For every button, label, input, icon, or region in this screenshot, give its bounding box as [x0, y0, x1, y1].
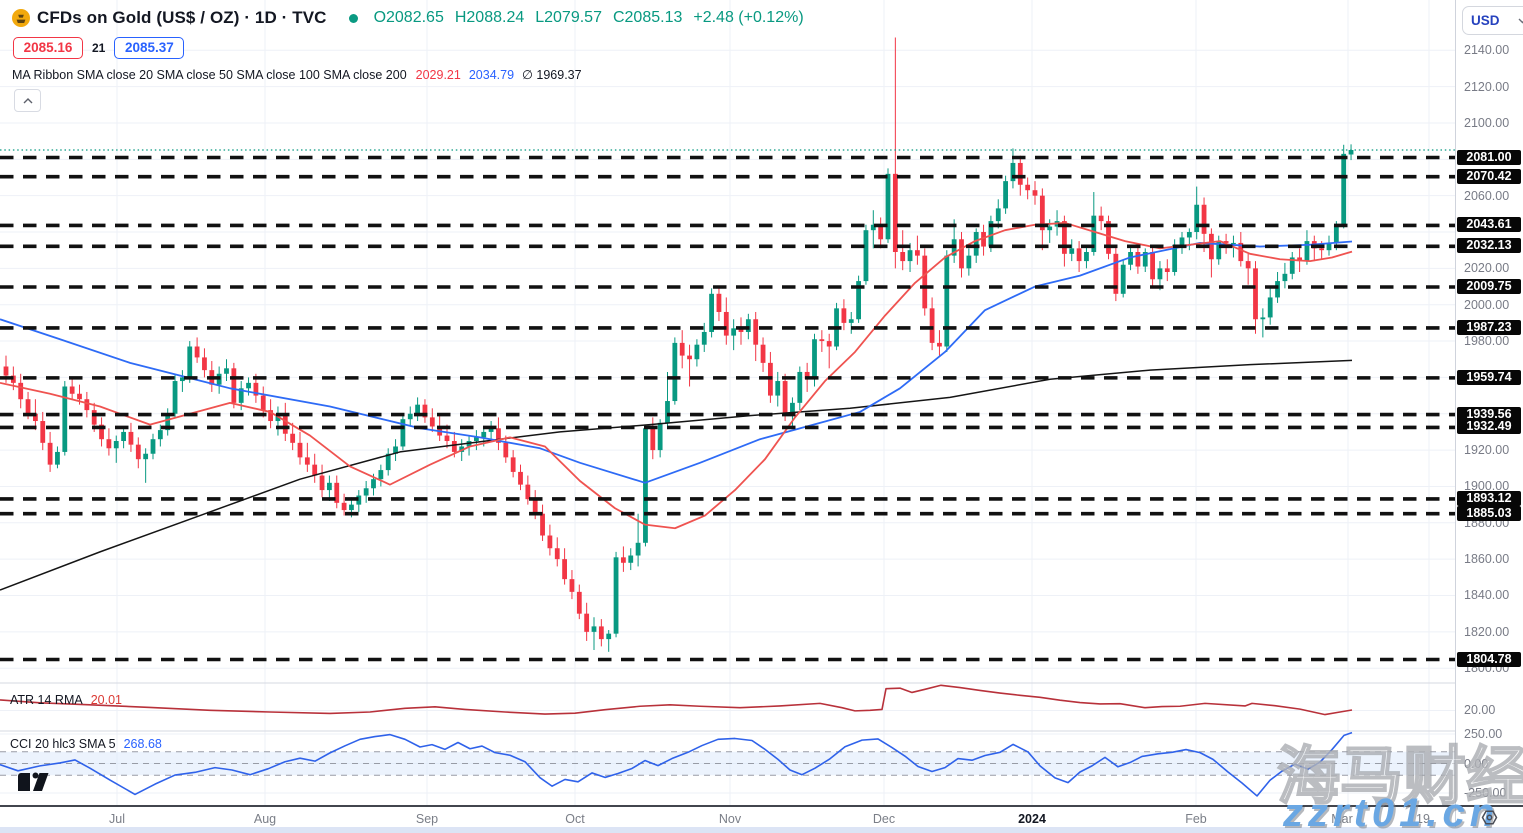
sma50-value: 2034.79 [468, 67, 515, 82]
time-axis[interactable]: Jul Aug Sep Oct Nov Dec 2024 Feb Mar 19 [0, 805, 1455, 829]
time-axis-label: Oct [565, 812, 585, 826]
price-tick-label: 2100.00 [1464, 115, 1510, 130]
open-value: O2082.65 [373, 9, 444, 26]
currency-dropdown[interactable]: USD [1462, 6, 1523, 35]
currency-value: USD [1471, 13, 1500, 28]
cci-tick-label: 0.00 [1464, 756, 1489, 771]
market-status-dot[interactable] [348, 13, 358, 23]
cci-label: CCI 20 hlc3 SMA 5 [10, 737, 116, 751]
price-tick-label: 1900.00 [1464, 479, 1510, 494]
price-level-label: 1987.23 [1457, 319, 1521, 335]
price-tick-label: 2020.00 [1464, 261, 1510, 276]
ohlc-readout: O2082.65 H2088.24 L2079.57 C2085.13 +2.4… [374, 9, 804, 27]
price-level-label: 2043.61 [1457, 217, 1521, 233]
time-axis-label: Aug [253, 812, 277, 826]
price-tick-label: 2000.00 [1464, 297, 1510, 312]
buy-button[interactable]: 2085.37 [114, 36, 185, 59]
price-level-label: 2070.42 [1457, 168, 1521, 184]
chevron-down-icon [1518, 18, 1523, 23]
atr-value: 20.01 [90, 693, 122, 707]
atr-label: ATR 14 RMA [10, 693, 83, 707]
time-axis-label: Jul [109, 812, 125, 826]
chevron-up-icon [23, 97, 32, 103]
time-axis-label: Dec [872, 812, 896, 826]
atr-legend[interactable]: ATR 14 RMA 20.01 [10, 693, 122, 707]
price-tick-label: 1860.00 [1464, 552, 1510, 567]
cci-value: 268.68 [123, 737, 162, 751]
symbol-title[interactable]: CFDs on Gold (US$ / OZ) · 1D · TVC [37, 8, 327, 27]
cci-tick-label: -250.00 [1464, 786, 1507, 800]
price-tick-label: 2060.00 [1464, 188, 1510, 203]
collapse-legend-button[interactable] [14, 89, 41, 112]
time-axis-label: 19 [1416, 812, 1430, 826]
time-axis-label: 2024 [1018, 812, 1046, 826]
close-value: C2085.13 [612, 9, 683, 26]
bottom-strip [0, 827, 1523, 833]
axis-corner [1455, 805, 1523, 829]
ma-ribbon-legend[interactable]: MA Ribbon SMA close 20 SMA close 50 SMA … [12, 66, 582, 83]
low-value: L2079.57 [535, 9, 602, 26]
cci-legend[interactable]: CCI 20 hlc3 SMA 5 268.68 [10, 737, 162, 751]
price-level-label: 2032.13 [1457, 238, 1521, 254]
gold-symbol-icon [12, 9, 30, 27]
sma-average-value: ∅ 1969.37 [522, 68, 582, 82]
price-tick-label: 1840.00 [1464, 588, 1510, 603]
price-level-label: 1932.49 [1457, 419, 1521, 435]
price-tick-label: 1920.00 [1464, 443, 1510, 458]
chart-canvas[interactable] [0, 0, 1455, 805]
price-level-label: 1959.74 [1457, 369, 1521, 385]
price-level-label: 1939.56 [1457, 406, 1521, 422]
sma20-value: 2029.21 [415, 67, 461, 82]
time-axis-label: Mar [1331, 812, 1353, 826]
time-axis-label: Nov [718, 812, 742, 826]
price-level-label: 1885.03 [1457, 505, 1521, 521]
tradingview-logo[interactable] [16, 771, 50, 800]
price-axis[interactable]: USD 2140.00 2120.00 2100.00 2060.00 2020.00 2… [1455, 0, 1523, 805]
symbol-legend[interactable]: CFDs on Gold (US$ / OZ) · 1D · TVC O2082… [12, 7, 804, 29]
gear-icon[interactable] [1481, 809, 1498, 831]
ma-ribbon-label: MA Ribbon SMA close 20 SMA close 50 SMA … [12, 67, 407, 82]
price-level-label: 1804.78 [1457, 651, 1521, 667]
change-value: +2.48 (+0.12%) [693, 9, 804, 26]
price-level-label: 1893.12 [1457, 490, 1521, 506]
bid-ask-row: 2085.16 21 2085.37 [13, 36, 185, 59]
price-level-label: 2009.75 [1457, 278, 1521, 294]
price-level-label: 2081.00 [1457, 149, 1521, 165]
price-tick-label: 2120.00 [1464, 79, 1510, 94]
price-tick-label: 1820.00 [1464, 624, 1510, 639]
price-tick-label: 2140.00 [1464, 43, 1510, 58]
time-axis-label: Feb [1185, 812, 1207, 826]
time-axis-label: Sep [415, 812, 439, 826]
high-value: H2088.24 [454, 9, 525, 26]
spread-value: 21 [92, 40, 106, 55]
cci-tick-label: 250.00 [1464, 727, 1503, 741]
price-tick-label: 1980.00 [1464, 334, 1510, 349]
sell-button[interactable]: 2085.16 [13, 36, 83, 59]
atr-tick-label: 20.00 [1464, 703, 1496, 717]
